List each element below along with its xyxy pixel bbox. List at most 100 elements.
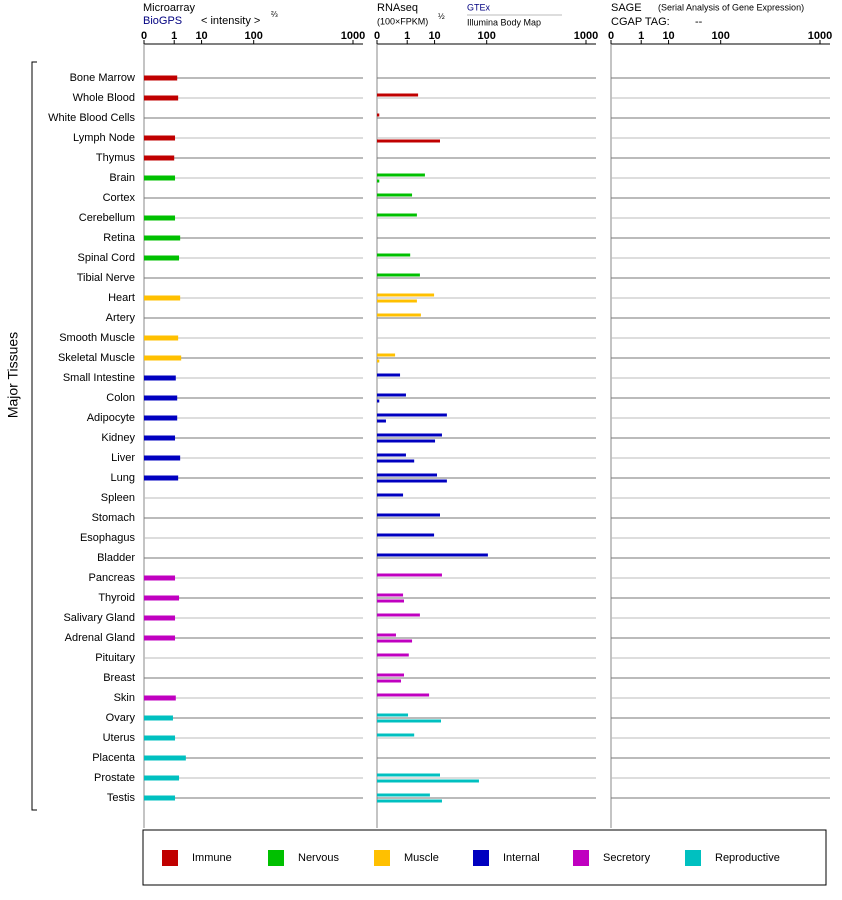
x-tick-label: 0 — [141, 30, 147, 42]
bar — [377, 779, 479, 783]
legend-label: Internal — [503, 852, 540, 864]
category-label: Placenta — [92, 752, 136, 764]
panel-title: SAGE — [611, 2, 642, 14]
x-tick-label: 1 — [638, 30, 644, 42]
category-label: Lung — [111, 472, 135, 484]
x-tick-label: 1000 — [574, 30, 598, 42]
legend-label: Secretory — [603, 852, 651, 864]
bar — [377, 799, 442, 803]
category-label: Whole Blood — [73, 92, 135, 104]
tag-label: CGAP TAG: — [611, 16, 670, 28]
bar — [144, 375, 176, 381]
bar — [144, 415, 178, 421]
category-label: Pancreas — [89, 572, 136, 584]
tag-value: -- — [695, 16, 703, 28]
legend-box — [142, 829, 827, 886]
bar — [144, 215, 176, 221]
legend-label: Muscle — [404, 852, 439, 864]
bar — [377, 633, 396, 637]
bar — [377, 673, 405, 677]
category-label: Lymph Node — [73, 132, 135, 144]
bar — [377, 513, 440, 517]
category-label: Cerebellum — [79, 212, 135, 224]
category-label: Salivary Gland — [63, 612, 135, 624]
category-label: Thyroid — [98, 592, 135, 604]
bar — [377, 793, 430, 797]
bar — [377, 439, 436, 443]
x-tick-label: 0 — [608, 30, 614, 42]
bar — [377, 713, 409, 717]
legend-swatch — [685, 850, 701, 866]
bar — [144, 355, 182, 361]
bar — [144, 595, 180, 601]
category-label: Brain — [109, 172, 135, 184]
category-label: Ovary — [106, 712, 136, 724]
category-label: Spinal Cord — [78, 252, 135, 264]
category-label: Tibial Nerve — [77, 272, 135, 284]
axis-power: ½ — [438, 12, 445, 21]
bar — [377, 353, 396, 357]
category-label: Thymus — [96, 152, 136, 164]
bar — [144, 455, 181, 461]
category-label: Colon — [106, 392, 135, 404]
bar — [377, 273, 420, 277]
bar — [377, 733, 415, 737]
bar — [377, 533, 435, 537]
category-label: Bone Marrow — [70, 72, 135, 84]
series-label: GTEx — [467, 2, 491, 12]
category-label: Esophagus — [80, 532, 136, 544]
bar — [377, 299, 417, 303]
x-tick-label: 1000 — [808, 30, 832, 42]
category-label: Heart — [108, 292, 135, 304]
x-tick-label: 10 — [662, 30, 674, 42]
bar — [144, 475, 179, 481]
x-tick-label: 1 — [171, 30, 177, 42]
bar — [144, 395, 178, 401]
bar — [144, 755, 186, 761]
legend-label: Reproductive — [715, 852, 780, 864]
category-label: Uterus — [103, 732, 136, 744]
bar — [144, 95, 179, 101]
bar — [144, 575, 176, 581]
bar — [377, 113, 380, 117]
bar — [377, 773, 440, 777]
panel-subtitle: (Serial Analysis of Gene Expression) — [658, 2, 804, 12]
category-label: Spleen — [101, 492, 135, 504]
bar — [377, 419, 386, 423]
bar — [144, 135, 176, 141]
category-label: Skeletal Muscle — [58, 352, 135, 364]
category-label: Testis — [107, 792, 136, 804]
axis-label: < intensity > — [201, 15, 260, 27]
bar — [377, 653, 409, 657]
category-label: Retina — [103, 232, 136, 244]
bar — [377, 553, 488, 557]
x-tick-label: 10 — [428, 30, 440, 42]
legend-swatch — [573, 850, 589, 866]
bar — [377, 693, 430, 697]
legend-label: Immune — [192, 852, 232, 864]
bar — [144, 435, 176, 441]
category-label: Bladder — [97, 552, 135, 564]
bar — [144, 735, 176, 741]
category-label: Prostate — [94, 772, 135, 784]
bar — [377, 473, 438, 477]
bar — [144, 715, 173, 721]
panel-title: Microarray — [143, 2, 195, 14]
x-tick-label: 100 — [245, 30, 263, 42]
x-tick-label: 1 — [404, 30, 410, 42]
x-tick-label: 1000 — [341, 30, 365, 42]
bar — [377, 679, 402, 683]
bar — [377, 293, 435, 297]
bar — [377, 193, 413, 197]
bar — [377, 639, 413, 643]
category-label: Liver — [111, 452, 135, 464]
bar — [144, 235, 181, 241]
bar — [377, 179, 380, 183]
bar — [377, 573, 442, 577]
category-label: Skin — [114, 692, 135, 704]
bar — [377, 313, 421, 317]
bar — [377, 453, 406, 457]
category-label: Adipocyte — [87, 412, 135, 424]
bar — [377, 173, 425, 177]
